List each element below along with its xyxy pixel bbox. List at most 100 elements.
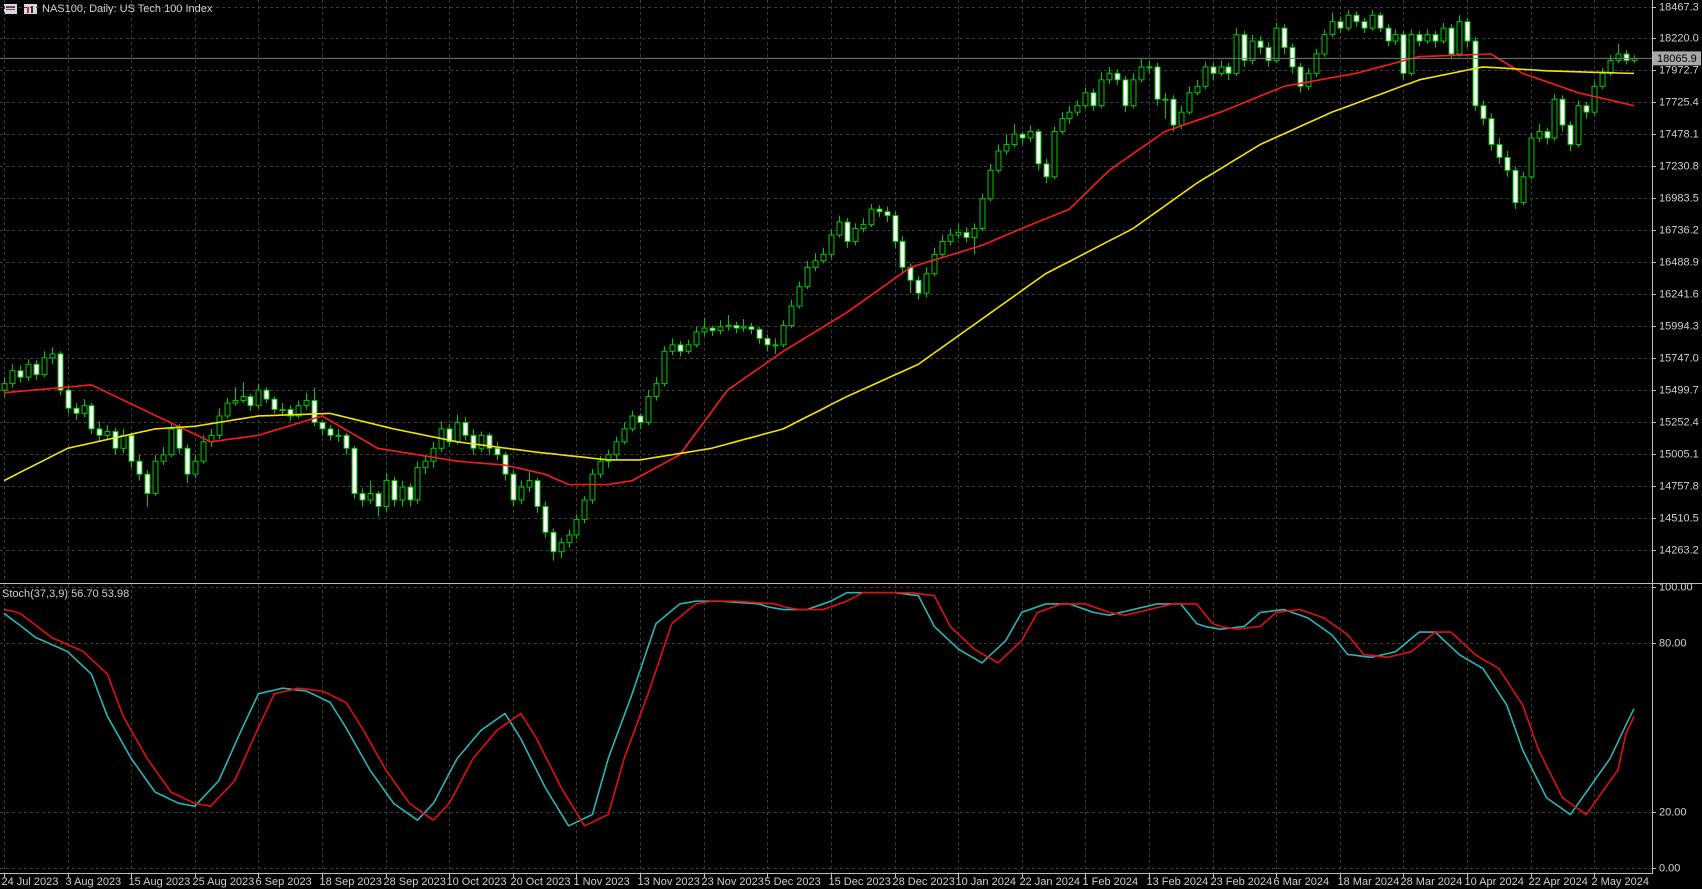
x-tick-label: 1 Nov 2023 bbox=[574, 876, 630, 888]
x-tick-label: 28 Dec 2023 bbox=[893, 876, 955, 888]
candle-body bbox=[240, 396, 247, 401]
x-tick-label: 20 Oct 2023 bbox=[511, 876, 571, 888]
candle-body bbox=[1186, 92, 1193, 113]
candle-body bbox=[677, 344, 684, 352]
candle-body bbox=[661, 350, 668, 385]
y-tick-label: 17725.4 bbox=[1659, 96, 1699, 108]
candle-body bbox=[772, 344, 779, 347]
candle-body bbox=[1035, 131, 1042, 165]
candle-body bbox=[820, 253, 827, 262]
y-tick-label: 15252.4 bbox=[1659, 416, 1699, 428]
candle-body bbox=[1472, 40, 1479, 107]
y-tick-label: 20.00 bbox=[1659, 806, 1687, 818]
candle-body bbox=[1551, 98, 1558, 139]
candle-body bbox=[1170, 98, 1177, 126]
x-tick-label: 13 Nov 2023 bbox=[638, 876, 700, 888]
candle-body bbox=[653, 383, 660, 398]
candle-body bbox=[486, 434, 493, 449]
y-tick-label: 18220.0 bbox=[1659, 32, 1699, 44]
y-tick-label: 14263.2 bbox=[1659, 544, 1699, 556]
x-tick-label: 6 Mar 2024 bbox=[1274, 876, 1330, 888]
y-tick-label: 16488.9 bbox=[1659, 256, 1699, 268]
y-tick-label: 15005.1 bbox=[1659, 448, 1699, 460]
candle-body bbox=[1520, 176, 1527, 204]
candle-body bbox=[1194, 85, 1201, 94]
candle-body bbox=[1583, 105, 1590, 113]
candle-body bbox=[73, 407, 80, 414]
candle-body bbox=[430, 447, 437, 462]
candle-body bbox=[1273, 27, 1280, 61]
candle-body bbox=[637, 415, 644, 423]
candle-body bbox=[558, 542, 565, 553]
candle-body bbox=[407, 486, 414, 501]
candle-body bbox=[1480, 105, 1487, 120]
candle-body bbox=[1297, 66, 1304, 87]
candle-body bbox=[1090, 92, 1097, 107]
candle-body bbox=[351, 447, 358, 495]
candle-body bbox=[1106, 72, 1113, 81]
candle-body bbox=[1559, 98, 1566, 126]
x-tick-label: 22 Jan 2024 bbox=[1020, 876, 1081, 888]
candle-body bbox=[931, 253, 938, 275]
candle-body bbox=[1098, 79, 1105, 107]
x-tick-label: 10 Jan 2024 bbox=[956, 876, 1017, 888]
candle-body bbox=[1591, 85, 1598, 113]
candle-body bbox=[144, 473, 151, 495]
candle-body bbox=[669, 344, 676, 352]
candle-body bbox=[915, 279, 922, 294]
x-tick-label: 13 Feb 2024 bbox=[1147, 876, 1209, 888]
x-tick-label: 18 Mar 2024 bbox=[1338, 876, 1400, 888]
candle-body bbox=[1369, 14, 1376, 29]
candle-body bbox=[1241, 34, 1248, 61]
candle-body bbox=[1019, 133, 1026, 139]
x-tick-label: 10 Oct 2023 bbox=[447, 876, 507, 888]
chart-title: Stoch(37,3,9) 56.70 53.98 bbox=[2, 588, 129, 600]
x-tick-label: 10 Apr 2024 bbox=[1465, 876, 1524, 888]
x-tick-label: 22 Apr 2024 bbox=[1529, 876, 1588, 888]
candle-body bbox=[589, 473, 596, 501]
candle-body bbox=[128, 434, 135, 462]
candle-body bbox=[1, 383, 8, 391]
candle-body bbox=[65, 389, 72, 409]
candle-body bbox=[1281, 27, 1288, 49]
candle-body bbox=[987, 169, 994, 200]
candle-body bbox=[1567, 124, 1574, 145]
candle-body bbox=[1329, 21, 1336, 36]
candle-body bbox=[1066, 111, 1073, 120]
candle-body bbox=[1074, 105, 1081, 113]
candle-body bbox=[1432, 34, 1439, 42]
candle-body bbox=[454, 421, 461, 443]
candle-body bbox=[1043, 163, 1050, 178]
candle-body bbox=[693, 331, 700, 346]
candle-body bbox=[470, 434, 477, 449]
candle-body bbox=[526, 480, 533, 488]
candle-body bbox=[1385, 27, 1392, 42]
candle-body bbox=[550, 531, 557, 553]
x-tick-label: 23 Nov 2023 bbox=[702, 876, 764, 888]
x-tick-label: 3 Aug 2023 bbox=[66, 876, 122, 888]
candle-body bbox=[112, 430, 119, 449]
candle-body bbox=[57, 353, 64, 391]
candle-body bbox=[613, 441, 620, 456]
candle-body bbox=[581, 499, 588, 520]
candle-body bbox=[1257, 40, 1264, 49]
y-tick-label: 16241.6 bbox=[1659, 288, 1699, 300]
candle-body bbox=[605, 454, 612, 462]
marks-layer bbox=[0, 10, 1652, 827]
candle-body bbox=[876, 208, 883, 213]
candle-body bbox=[17, 370, 24, 378]
candle-body bbox=[160, 454, 167, 462]
candle-body bbox=[939, 240, 946, 255]
candle-body bbox=[1361, 21, 1368, 29]
price-label-box bbox=[1653, 51, 1701, 66]
candle-body bbox=[120, 434, 127, 449]
candle-body bbox=[1544, 131, 1551, 139]
candle-body bbox=[1162, 98, 1169, 101]
candle-body bbox=[383, 480, 390, 507]
candle-body bbox=[566, 534, 573, 544]
window-icons bbox=[4, 4, 37, 14]
candle-body bbox=[828, 234, 835, 255]
candle-body bbox=[995, 150, 1002, 171]
